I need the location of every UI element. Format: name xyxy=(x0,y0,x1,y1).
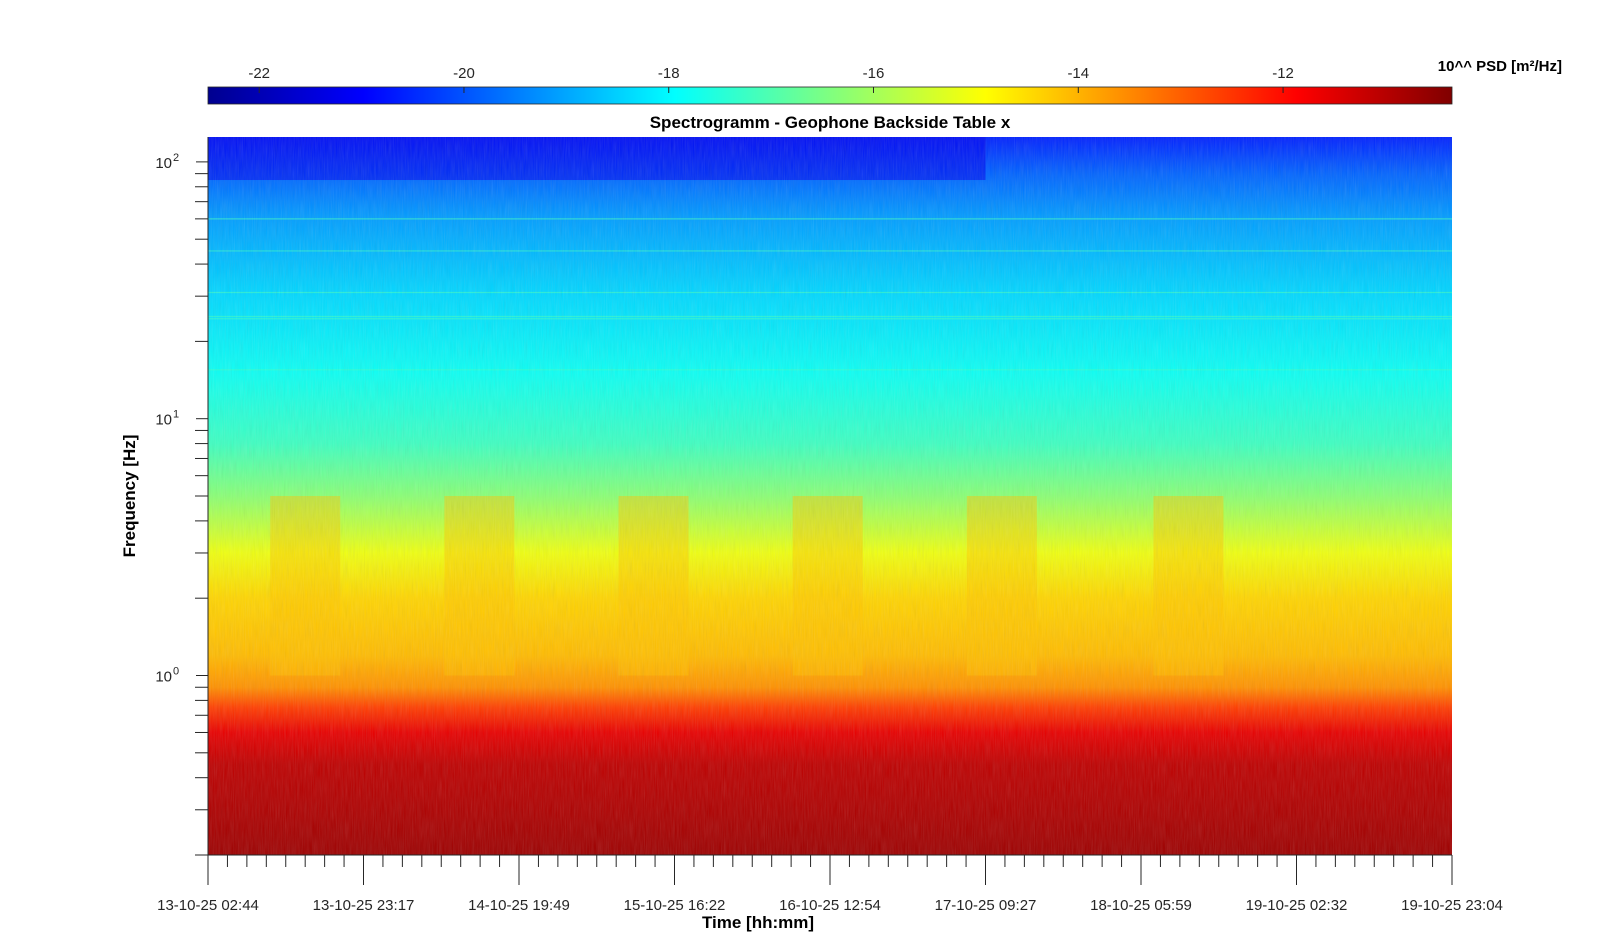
plot-area xyxy=(207,137,1452,856)
colorbar-tick-label: -22 xyxy=(248,65,270,82)
colorbar-label: 10^^ PSD [m²/Hz] xyxy=(1438,58,1562,75)
colorbar-tick-label: -12 xyxy=(1272,65,1294,82)
x-axis-title: Time [hh:mm] xyxy=(702,913,814,932)
x-tick-label: 18-10-25 05:59 xyxy=(1090,897,1192,914)
y-tick-label: 10 xyxy=(155,155,172,172)
y-tick-label: 10 xyxy=(155,669,172,686)
colorbar-tick-label: -16 xyxy=(863,65,885,82)
colorbar-gradient xyxy=(207,86,1453,105)
y-tick-exponent: 2 xyxy=(173,152,179,164)
x-tick-label: 19-10-25 02:32 xyxy=(1246,897,1348,914)
colorbar: -22 -20 -18 -16 -14 -12 10^^ PSD [m²/Hz] xyxy=(207,58,1562,105)
colorbar-tick-label: -20 xyxy=(453,65,475,82)
y-tick-exponent: 1 xyxy=(173,409,179,421)
x-tick-label: 13-10-25 02:44 xyxy=(157,897,259,914)
colorbar-tick-label: -14 xyxy=(1067,65,1089,82)
y-tick-label: 10 xyxy=(155,412,172,429)
spectrogram-texture xyxy=(208,137,1452,855)
y-tick-exponent: 0 xyxy=(173,666,179,678)
x-tick-label: 17-10-25 09:27 xyxy=(935,897,1037,914)
chart-title: Spectrogramm - Geophone Backside Table x xyxy=(650,113,1011,132)
colorbar-tick-label: -18 xyxy=(658,65,680,82)
y-axis-title: Frequency [Hz] xyxy=(120,435,139,558)
x-tick-label: 16-10-25 12:54 xyxy=(779,897,881,914)
x-tick-label: 13-10-25 23:17 xyxy=(313,897,415,914)
x-axis: 13-10-25 02:44 13-10-25 23:17 14-10-25 19:… xyxy=(157,855,1503,914)
x-tick-label: 19-10-25 23:04 xyxy=(1401,897,1503,914)
colorbar-ticks: -22 -20 -18 -16 -14 -12 xyxy=(248,65,1294,93)
x-tick-label: 15-10-25 16:22 xyxy=(624,897,726,914)
x-tick-label: 14-10-25 19:49 xyxy=(468,897,570,914)
